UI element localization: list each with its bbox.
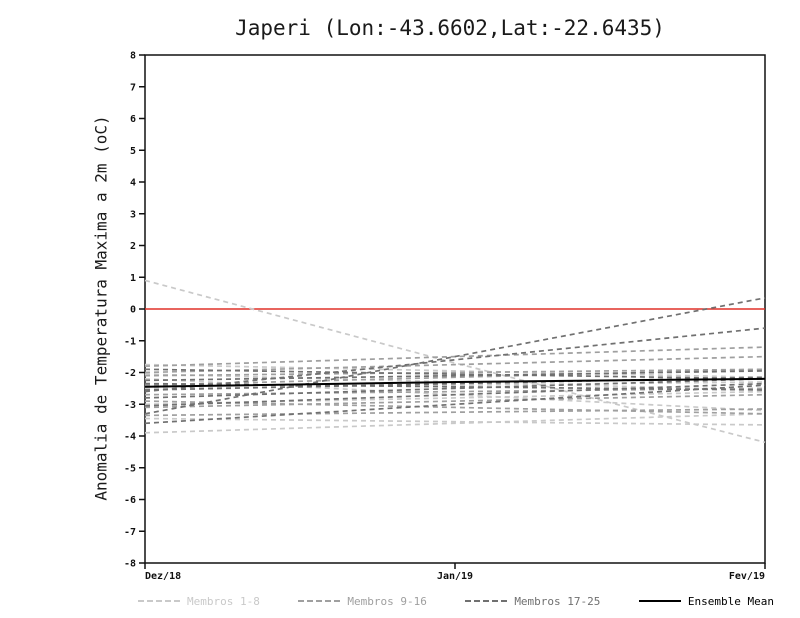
x-tick-label: Fev/19 (729, 571, 765, 582)
chart-title: Japeri (Lon:-43.6602,Lat:-22.6435) (235, 16, 665, 40)
legend-item-membros-9-16: Membros 9-16 (298, 594, 427, 608)
ensemble-member-line (144, 382, 766, 407)
y-tick-label: -8 (124, 559, 136, 570)
ensemble-member-line (144, 393, 766, 409)
ensemble-mean-line (144, 377, 766, 388)
y-tick-label: -2 (124, 368, 136, 379)
legend-label: Membros 9-16 (347, 594, 427, 608)
ensemble-member-line (144, 368, 766, 377)
ensemble-member-line (144, 279, 766, 444)
x-tick-label: Dez/18 (145, 571, 181, 582)
legend-line-sample-membros-17-25 (465, 600, 508, 602)
y-tick-label: -1 (124, 336, 136, 347)
y-tick-label: 4 (130, 178, 136, 189)
ensemble-member-line (144, 327, 766, 393)
ensemble-member-line (144, 400, 766, 415)
ensemble-member-line (144, 377, 766, 399)
ensemble-member-line (144, 387, 766, 396)
y-tick-label: -5 (124, 463, 136, 474)
x-tick-label: Jan/19 (437, 571, 473, 582)
y-tick-label: 2 (130, 241, 136, 252)
y-tick-label: 3 (130, 209, 136, 220)
y-tick-label: 7 (130, 82, 136, 93)
ensemble-member-line (144, 412, 766, 434)
ensemble-member-line (144, 297, 766, 415)
legend: Membros 1-8 Membros 9-16 Membros 17-25 E… (138, 592, 774, 610)
y-tick-label: -4 (124, 432, 136, 443)
legend-item-ensemble-mean: Ensemble Mean (638, 594, 774, 608)
legend-label: Ensemble Mean (687, 594, 774, 608)
legend-label: Membros 17-25 (514, 594, 601, 608)
legend-item-membros-17-25: Membros 17-25 (465, 595, 600, 608)
legend-line-sample-membros-9-16 (298, 600, 341, 602)
ensemble-member-line (144, 384, 766, 425)
legend-item-membros-1-8: Membros 1-8 (138, 595, 260, 608)
legend-line-sample-ensemble-mean (638, 600, 681, 602)
ensemble-member-line (144, 363, 766, 379)
ensemble-member-line (144, 355, 766, 374)
ensemble-member-line (144, 370, 766, 382)
legend-label: Membros 1-8 (187, 594, 260, 608)
y-tick-label: 5 (130, 146, 136, 157)
y-tick-label: -7 (124, 527, 136, 538)
y-tick-label: -3 (124, 400, 136, 411)
ensemble-member-line (144, 368, 766, 380)
y-tick-label: 6 (130, 114, 136, 125)
y-tick-label: 1 (130, 273, 136, 284)
ensemble-member-line (144, 408, 766, 417)
y-tick-label: 0 (130, 305, 136, 316)
legend-line-sample-membros-1-8 (138, 600, 180, 602)
ensemble-member-line (144, 417, 766, 426)
y-tick-label: -6 (124, 495, 136, 506)
y-tick-label: 8 (130, 51, 136, 62)
